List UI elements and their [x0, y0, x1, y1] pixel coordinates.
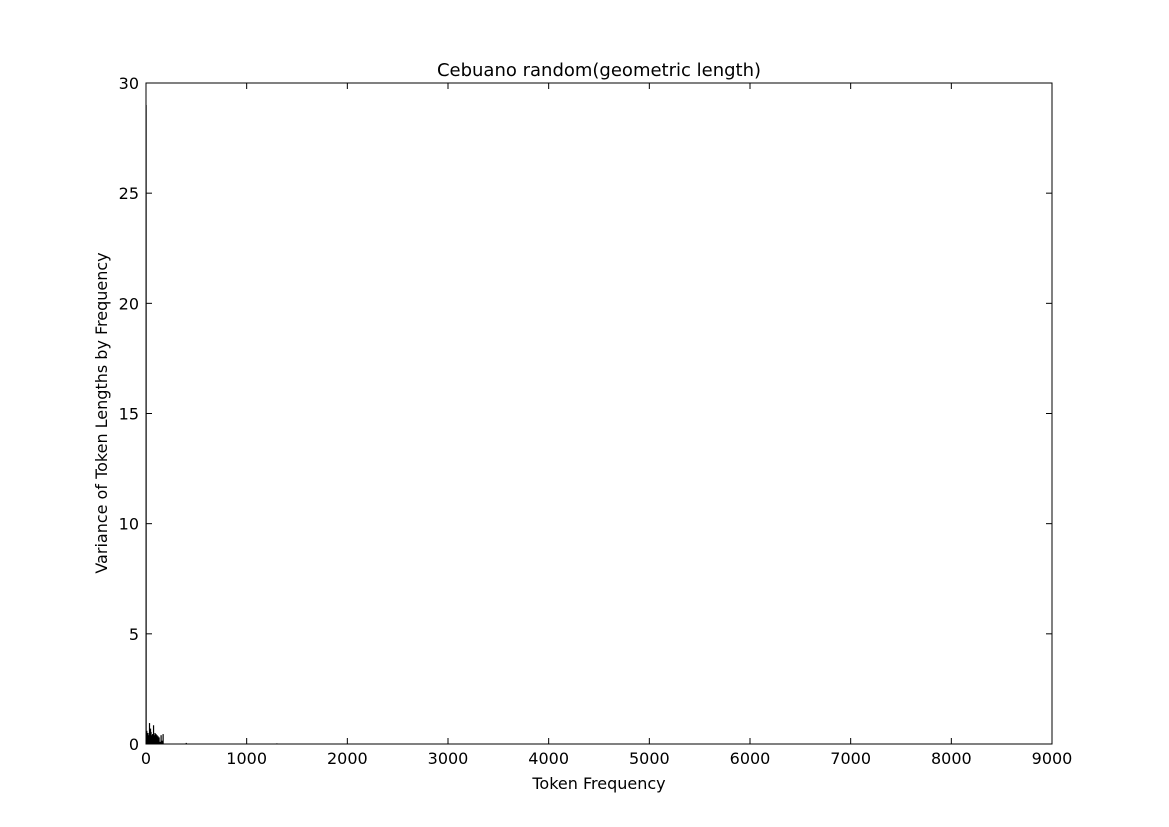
- x-tick-label: 5000: [629, 749, 670, 768]
- y-tick-label: 20: [119, 294, 139, 313]
- bar: [157, 736, 159, 744]
- x-tick-label: 3000: [428, 749, 469, 768]
- axis-ticks: 0 1000 2000 3000 4000 5000 6000 7000 8000 9000 0 5 1…: [119, 74, 1073, 768]
- y-tick-label: 25: [119, 184, 139, 203]
- y-tick-label: 10: [119, 515, 139, 534]
- x-tick-label: 6000: [730, 749, 771, 768]
- plot-area-frame: [145, 82, 1053, 745]
- bar: [148, 723, 151, 744]
- x-tick-label: 1000: [226, 749, 267, 768]
- bar: [160, 735, 162, 744]
- bar: [162, 734, 164, 744]
- x-tick-label: 4000: [528, 749, 569, 768]
- x-axis-label: Token Frequency: [531, 774, 665, 793]
- x-tick-label: 0: [141, 749, 151, 768]
- y-tick-label: 30: [119, 74, 139, 93]
- x-tick-label: 2000: [327, 749, 368, 768]
- y-tick-label: 5: [129, 625, 139, 644]
- x-tick-label: 9000: [1032, 749, 1073, 768]
- bar: [185, 742, 187, 744]
- bar: [158, 737, 160, 744]
- y-axis-label: Variance of Token Lengths by Frequency: [92, 252, 111, 573]
- bar: [161, 740, 163, 744]
- x-tick-label: 7000: [830, 749, 871, 768]
- bar: [147, 732, 149, 744]
- bar: [156, 735, 158, 744]
- y-tick-label: 0: [129, 735, 139, 754]
- bar: [152, 725, 155, 744]
- x-tick-label: 8000: [931, 749, 972, 768]
- y-tick-label: 15: [119, 405, 139, 424]
- bar: [155, 734, 157, 744]
- chart-title: Cebuano random(geometric length): [437, 60, 761, 81]
- bar: [159, 741, 161, 744]
